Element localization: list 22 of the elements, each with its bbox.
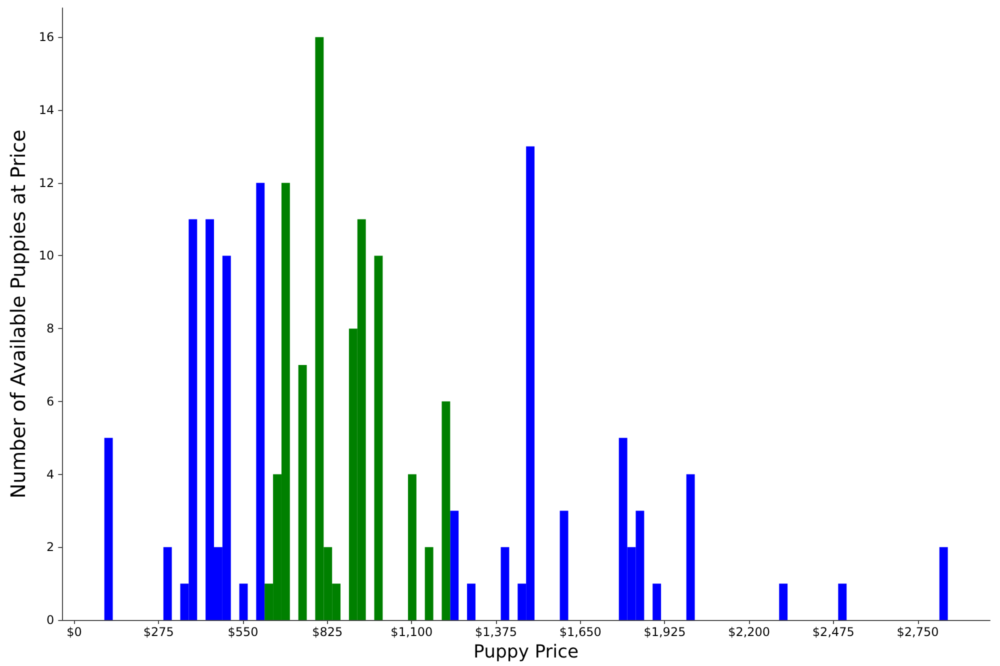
- x-tick-label: $275: [143, 625, 174, 639]
- x-tick-label: $1,375: [475, 625, 518, 639]
- x-tick-label: $550: [228, 625, 258, 639]
- x-tick-label: $2,750: [896, 625, 939, 639]
- x-tick-label: $1,100: [390, 625, 433, 639]
- x-tick-label: $1,925: [644, 625, 686, 639]
- y-axis-title: Number of Available Puppies at Price: [6, 130, 30, 498]
- x-tick-label: $0: [66, 625, 82, 639]
- x-tick-label: $1,650: [559, 625, 602, 639]
- x-tick-label: $825: [312, 625, 343, 639]
- x-tick-label: $2,475: [812, 625, 854, 639]
- y-tick-label: 14: [38, 103, 54, 117]
- y-tick-label: 12: [38, 176, 54, 190]
- y-tick-label: 2: [46, 540, 54, 554]
- y-tick-label: 8: [46, 322, 54, 336]
- y-tick-label: 16: [38, 30, 54, 44]
- y-tick-label: 4: [46, 467, 54, 482]
- y-tick-label: 0: [46, 613, 54, 627]
- y-tick-label: 6: [46, 394, 54, 408]
- x-axis-title: Puppy Price: [474, 641, 579, 662]
- x-tick-label: $2,200: [728, 625, 770, 639]
- y-tick-label: 10: [38, 248, 54, 263]
